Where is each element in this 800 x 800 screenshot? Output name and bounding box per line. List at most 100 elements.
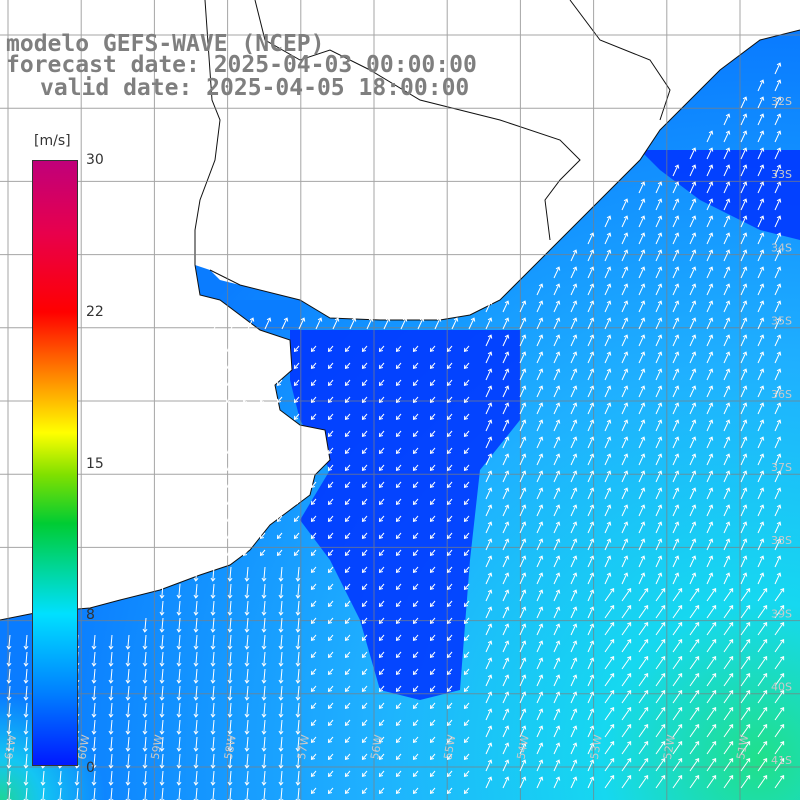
wind-arrow	[706, 436, 713, 449]
wind-arrow-head	[623, 266, 629, 271]
wind-arrow	[655, 283, 662, 296]
wind-arrow	[8, 753, 11, 768]
wind-arrow	[536, 691, 543, 704]
wind-arrow-head	[463, 466, 469, 472]
wind-arrow-head	[657, 215, 663, 220]
wind-arrow-head	[746, 622, 751, 627]
wind-arrow-head	[691, 572, 697, 577]
wind-arrow	[672, 402, 679, 415]
wind-arrow-head	[572, 300, 578, 305]
wind-arrow	[638, 605, 649, 619]
wind-arrow-head	[712, 588, 717, 593]
wind-arrow	[655, 775, 666, 789]
wind-arrow-head	[521, 317, 527, 322]
wind-arrow-head	[208, 551, 214, 557]
wind-arrow	[178, 566, 181, 581]
wind-arrow	[127, 685, 130, 700]
wind-arrow-head	[504, 657, 510, 662]
wind-arrow-head	[725, 164, 731, 169]
wind-arrow-head	[572, 742, 578, 747]
wind-arrow	[280, 617, 283, 632]
wind-arrow-head	[691, 504, 697, 509]
wind-arrow-head	[640, 181, 646, 186]
wind-arrow	[110, 770, 113, 785]
wind-arrow-head	[412, 551, 418, 557]
wind-arrow-head	[361, 415, 367, 421]
wind-arrow-head	[776, 300, 782, 305]
wind-arrow	[689, 164, 696, 177]
wind-arrow-head	[470, 317, 476, 322]
wind-arrow-head	[429, 585, 435, 591]
wind-arrow	[672, 317, 679, 330]
wind-arrow	[706, 588, 717, 602]
wind-arrow	[277, 532, 283, 539]
wind-arrow	[740, 605, 751, 619]
wind-arrow	[740, 504, 747, 517]
wind-arrow-head	[227, 577, 233, 582]
wind-arrow	[689, 368, 696, 381]
wind-arrow-head	[606, 351, 612, 356]
wind-arrow-head	[327, 704, 333, 710]
wind-arrow-head	[463, 347, 469, 353]
wind-arrow-head	[708, 300, 714, 305]
wind-arrow-head	[6, 662, 12, 667]
wind-arrow-head	[242, 364, 248, 370]
wind-arrow-head	[210, 679, 216, 684]
wind-arrow-head	[521, 436, 527, 441]
wind-arrow	[587, 538, 594, 551]
wind-arrow	[519, 470, 526, 483]
wind-arrow-head	[725, 572, 731, 577]
wind-arrow	[536, 623, 543, 636]
wind-arrow-head	[395, 398, 401, 404]
wind-arrow	[161, 583, 164, 598]
wind-arrow	[672, 385, 679, 398]
wind-arrow-head	[327, 466, 333, 472]
wind-arrow	[570, 521, 577, 534]
wind-arrow	[757, 215, 764, 228]
wind-arrow-head	[174, 551, 180, 557]
estuary-wind-zone	[200, 270, 300, 330]
wind-arrow	[757, 147, 764, 160]
wind-arrow	[311, 549, 317, 556]
wind-arrow-head	[193, 628, 199, 633]
wind-arrow	[502, 742, 509, 755]
wind-arrow-head	[725, 317, 731, 322]
wind-arrow	[672, 588, 683, 602]
wind-arrow-head	[725, 113, 731, 118]
wind-arrow	[328, 481, 334, 488]
wind-arrow	[604, 656, 615, 670]
wind-arrow	[464, 566, 470, 573]
wind-arrow	[536, 436, 543, 449]
wind-arrow	[178, 753, 181, 768]
wind-arrow	[740, 334, 747, 347]
wind-arrow	[485, 606, 492, 619]
wind-arrow-head	[657, 317, 663, 322]
wind-arrow	[229, 702, 232, 717]
wind-arrow	[723, 198, 730, 211]
wind-arrow	[655, 588, 666, 602]
wind-arrow	[536, 351, 543, 364]
wind-arrow-head	[776, 198, 782, 203]
wind-arrow	[774, 249, 781, 262]
wind-arrow-head	[725, 249, 731, 254]
wind-arrow-head	[378, 636, 384, 642]
wind-arrow-head	[623, 334, 629, 339]
wind-arrow-head	[429, 347, 435, 353]
wind-arrow	[485, 470, 492, 483]
wind-arrow	[430, 532, 436, 539]
wind-arrow-head	[691, 487, 697, 492]
wind-arrow-head	[627, 673, 632, 678]
wind-arrow-head	[589, 657, 595, 662]
wind-arrow-head	[463, 568, 469, 574]
wind-arrow-head	[293, 483, 299, 489]
wind-arrow	[638, 775, 649, 789]
wind-arrow	[178, 583, 181, 598]
wind-arrow	[311, 413, 317, 420]
wind-arrow-head	[176, 611, 182, 616]
wind-arrow	[723, 639, 734, 653]
wind-arrow	[774, 470, 781, 483]
wind-arrow-head	[572, 657, 578, 662]
wind-arrow-head	[310, 585, 316, 591]
wind-arrow-head	[344, 738, 350, 744]
